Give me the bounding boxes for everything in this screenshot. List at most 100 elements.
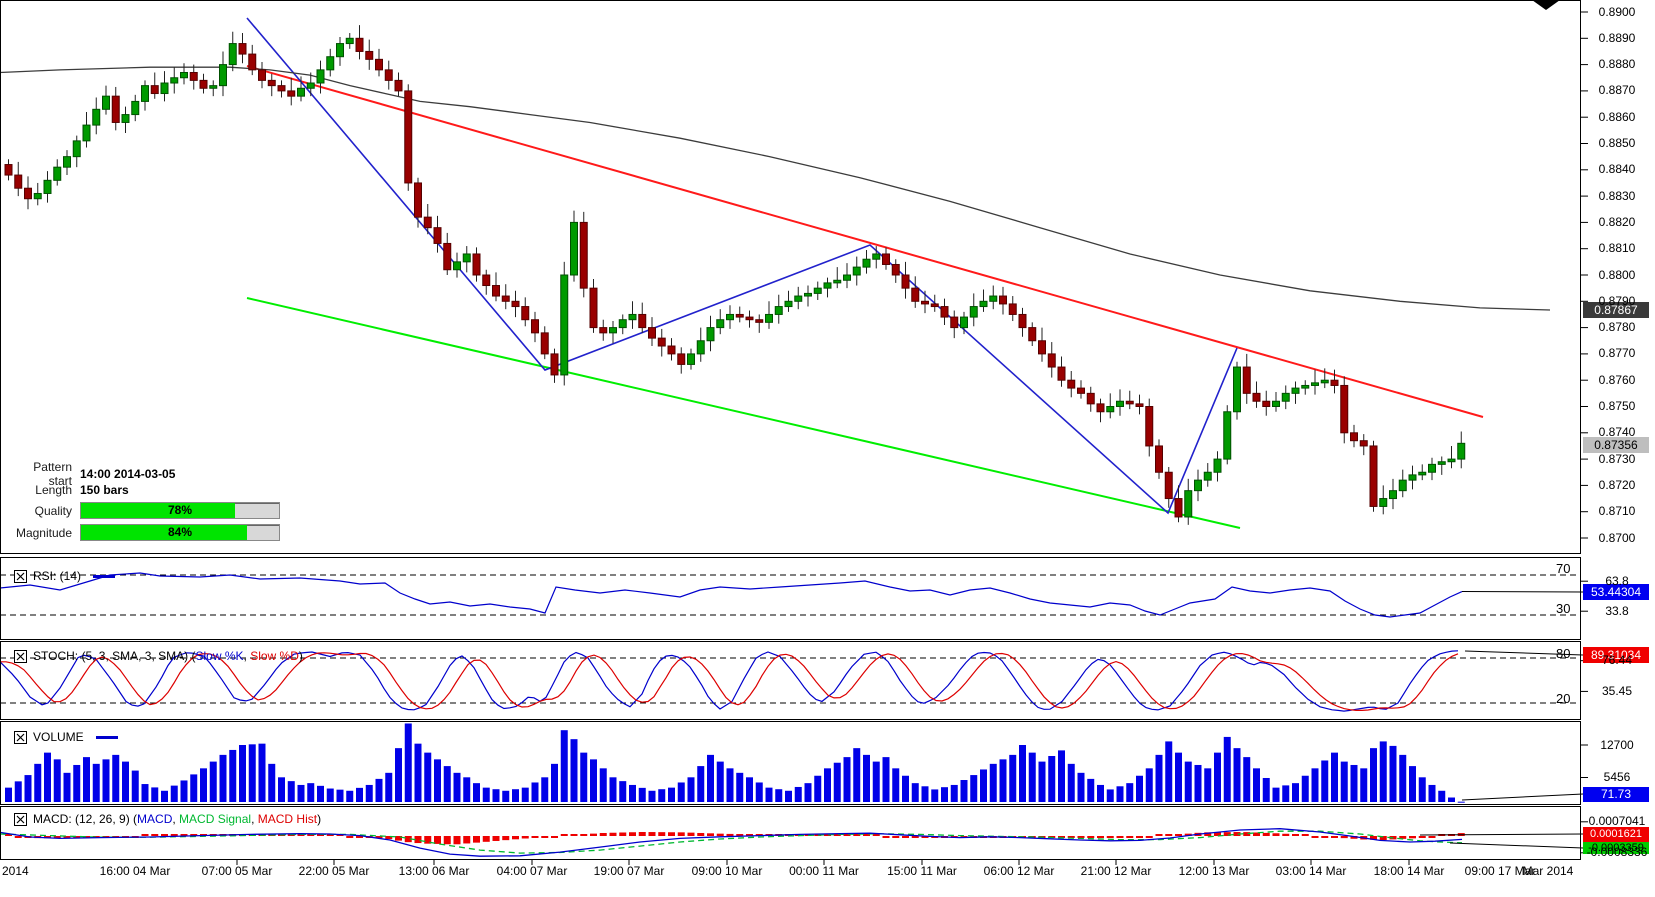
volume-layer <box>5 723 1584 803</box>
quality-progress-bar: 78% <box>80 502 280 519</box>
magnitude-progress-text: 84% <box>167 525 193 539</box>
stoch-slow-d-legend: Slow %D <box>250 649 299 663</box>
price-tick-label: 0.8780 <box>1598 320 1636 335</box>
macd-signal-legend: MACD Signal <box>179 812 252 826</box>
stoch-value-box: 89.31034 <box>1583 647 1649 663</box>
time-axis-label: 19:00 07 Mar <box>593 864 665 878</box>
price-tick-label: 0.8770 <box>1598 346 1636 361</box>
magnitude-progress-fill <box>81 525 248 540</box>
price-tick-label: 0.8880 <box>1598 57 1636 72</box>
rsi-value-box: 53.44304 <box>1583 584 1649 600</box>
level-lines-layer <box>0 574 1580 704</box>
stoch-level-label: 80 <box>1556 646 1571 661</box>
price-tick-label: 0.8710 <box>1598 504 1636 519</box>
candles-layer <box>4 25 1466 525</box>
pattern-length-value: 150 bars <box>80 483 129 497</box>
volume-tick-label: 12700 <box>1600 737 1634 752</box>
volume-checkbox[interactable] <box>14 730 27 744</box>
time-axis-label: 06:00 12 Mar <box>983 864 1055 878</box>
pattern-magnitude-row: Magnitude 84% <box>14 524 280 541</box>
time-axis-label: 15:00 11 Mar <box>887 864 957 878</box>
stoch-layer <box>0 650 1584 712</box>
pattern-length-row: Length 150 bars <box>14 483 129 497</box>
price-tick-label: 0.8750 <box>1598 399 1636 413</box>
sma-value-box: 0.87867 <box>1583 302 1649 318</box>
macd-hist-value-box: 0.0001621 <box>1583 827 1649 842</box>
macd-checkbox[interactable] <box>14 812 27 826</box>
price-tick-label: 0.8860 <box>1598 109 1636 124</box>
rsi-label: RSI: (14) <box>33 569 82 583</box>
rsi-level-label: 30 <box>1556 601 1571 616</box>
time-axis-label: 18:00 14 Mar <box>1373 864 1445 878</box>
macd-label: MACD: (12, 26, 9) (MACD, MACD Signal, MA… <box>33 812 322 826</box>
quality-progress-text: 78% <box>167 503 193 517</box>
price-tick-label: 0.8890 <box>1598 30 1636 45</box>
pattern-start-value: 14:00 2014-03-05 <box>80 467 176 481</box>
rsi-checkbox[interactable] <box>14 569 27 583</box>
price-tick-label: 0.8820 <box>1598 214 1636 229</box>
time-axis-label: 13:00 06 Mar <box>398 864 470 878</box>
price-tick-label: 0.8810 <box>1598 241 1636 256</box>
pattern-length-label: Length <box>35 483 72 497</box>
macd-tick-label: 0.0007041 <box>1588 814 1646 829</box>
time-axis-label: 09:00 17 Mar <box>1464 864 1536 878</box>
macd-hist-legend: MACD Hist <box>257 812 318 826</box>
rsi-layer <box>0 572 1584 618</box>
volume-header: VOLUME <box>14 730 118 744</box>
stoch-tick-label: 35.45 <box>1601 683 1633 698</box>
macd-header: MACD: (12, 26, 9) (MACD, MACD Signal, MA… <box>14 812 321 826</box>
sma-line-layer <box>0 66 1551 311</box>
stoch-label: STOCH: (5, 3, SMA, 3, SMA) (Slow %K, Slo… <box>33 649 303 663</box>
stoch-tick-label: 76.44 <box>1601 653 1633 668</box>
stoch-level-label: 20 <box>1556 691 1571 706</box>
time-axis-label: 04:00 07 Mar <box>496 864 568 878</box>
dropdown-arrow-icon[interactable] <box>1532 0 1560 10</box>
time-axis-label: Mar 2014 <box>1522 864 1574 878</box>
macd-signal-value-box: -0.0003359 <box>1583 842 1649 854</box>
last-price-box: 0.87356 <box>1583 437 1649 453</box>
volume-tick-label: 5456 <box>1603 770 1631 784</box>
macd-tick-label: -0.0008336 <box>1586 845 1648 860</box>
stoch-header: STOCH: (5, 3, SMA, 3, SMA) (Slow %K, Slo… <box>14 649 303 663</box>
price-tick-label: 0.8800 <box>1598 267 1636 282</box>
macd-layer <box>0 828 1584 857</box>
rsi-level-label: 70 <box>1556 561 1571 576</box>
time-axis-label: 07:00 05 Mar <box>201 864 273 878</box>
price-tick-label: 0.8840 <box>1598 162 1636 177</box>
axis-ticks-layer <box>236 11 1588 865</box>
rsi-tick-label: 63.8 <box>1605 573 1629 588</box>
price-tick-label: 0.8850 <box>1598 136 1636 150</box>
pattern-start-row: Pattern start 14:00 2014-03-05 <box>14 460 175 488</box>
pattern-magnitude-label: Magnitude <box>15 525 72 540</box>
stoch-slow-k-legend: Slow %K <box>195 649 244 663</box>
pattern-quality-row: Quality 78% <box>14 502 280 519</box>
time-axis-label: 00:00 11 Mar <box>789 864 859 878</box>
price-tick-label: 0.8760 <box>1598 372 1636 387</box>
macd-line-legend: MACD <box>137 812 173 826</box>
price-tick-label: 0.8830 <box>1598 188 1636 203</box>
magnitude-progress-bar: 84% <box>80 524 280 541</box>
price-tick-label: 0.8700 <box>1598 530 1636 545</box>
rsi-line-legend-icon <box>93 574 116 578</box>
time-axis-label: 12:00 13 Mar <box>1178 864 1250 878</box>
price-tick-label: 0.8740 <box>1598 425 1636 440</box>
time-axis-label: 22:00 05 Mar <box>298 864 370 878</box>
price-tick-label: 0.8870 <box>1598 83 1636 98</box>
rsi-tick-label: 33.8 <box>1605 603 1629 618</box>
panel-borders-layer <box>0 0 1581 860</box>
time-axis-label: 2014 <box>2 864 29 878</box>
pattern-quality-label: Quality <box>34 503 72 518</box>
volume-label: VOLUME <box>33 730 84 744</box>
time-axis-label: 16:00 04 Mar <box>99 864 171 878</box>
pattern-lines-layer <box>246 17 1484 529</box>
price-tick-label: 0.8900 <box>1598 4 1636 19</box>
time-axis-label: 09:00 10 Mar <box>691 864 763 878</box>
price-tick-label: 0.8730 <box>1598 451 1636 466</box>
stoch-checkbox[interactable] <box>14 649 27 663</box>
pattern-start-label: Pattern start <box>33 460 72 488</box>
time-axis-label: 03:00 14 Mar <box>1275 864 1347 878</box>
price-tick-label: 0.8720 <box>1598 477 1636 492</box>
quality-progress-fill <box>81 503 236 518</box>
